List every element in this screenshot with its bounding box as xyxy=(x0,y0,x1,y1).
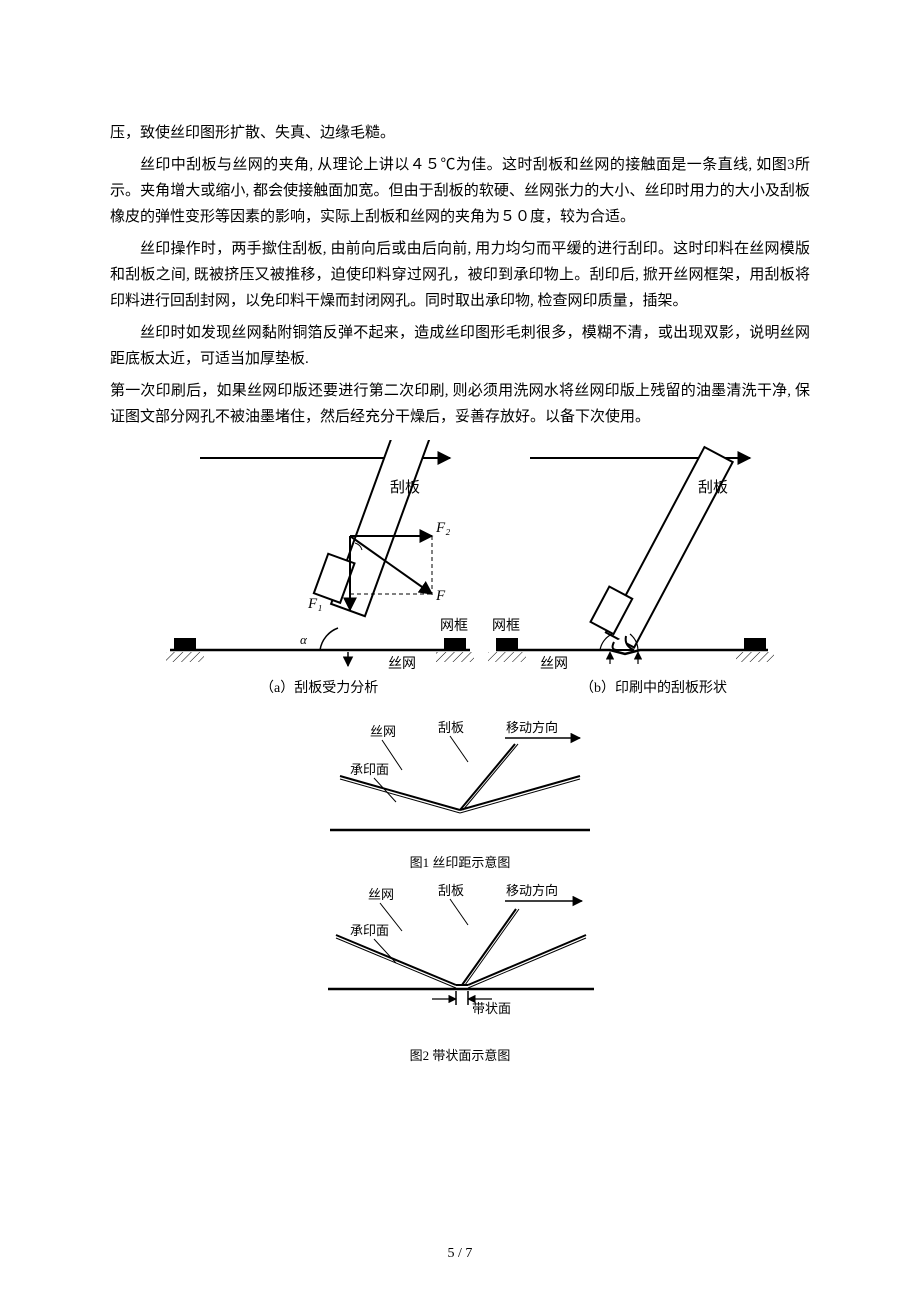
fig2-label-guaban: 刮板 xyxy=(438,720,464,735)
fig1-label-f1: F₁ xyxy=(307,596,322,612)
fig1-label-guaban-a: 刮板 xyxy=(390,478,420,496)
fig2-label-chengyin: 承印面 xyxy=(350,762,389,777)
fig1-label-wangkuang-b: 网框 xyxy=(492,618,520,634)
fig2-label-siwang: 丝网 xyxy=(370,724,396,739)
figure-3: 丝网 刮板 移动方向 承印面 带状面 xyxy=(310,881,610,1041)
figures-container: 刮板 F F₂ F₁ α xyxy=(110,440,810,1064)
fig1-label-siwang-a: 丝网 xyxy=(388,656,416,672)
para-4: 丝印时如发现丝网黏附铜箔反弹不起来，造成丝印图形毛刺很多，模糊不清，或出现双影，… xyxy=(110,320,810,372)
fig3-label-yidong: 移动方向 xyxy=(506,883,558,898)
fig1-label-siwang-b: 丝网 xyxy=(540,656,568,672)
fig3-label-siwang: 丝网 xyxy=(368,887,394,902)
para-3: 丝印操作时，两手撳住刮板, 由前向后或由后向前, 用力均匀而平缓的进行刮印。这时… xyxy=(110,236,810,314)
fig1-label-guaban-b: 刮板 xyxy=(698,478,728,496)
fig3-label-chengyin: 承印面 xyxy=(350,923,389,938)
fig1-caption-a: （a）刮板受力分析 xyxy=(260,680,378,696)
fig1-label-f: F xyxy=(435,588,446,604)
para-1: 压，致使丝印图形扩散、失真、边缘毛糙。 xyxy=(110,120,810,146)
fig3-label-daizhuang: 带状面 xyxy=(472,1001,511,1016)
figure-3-caption: 图2 带状面示意图 xyxy=(110,1045,810,1064)
figure-2: 丝网 刮板 移动方向 承印面 xyxy=(310,718,610,848)
page-number: 5 / 7 xyxy=(0,1246,920,1262)
fig3-label-guaban: 刮板 xyxy=(438,883,464,898)
fig1-label-f2: F₂ xyxy=(435,520,450,536)
figure-2-caption: 图1 丝印距示意图 xyxy=(110,852,810,871)
svg-text:α: α xyxy=(300,632,308,647)
para-2: 丝印中刮板与丝网的夹角, 从理论上讲以４５℃为佳。这时刮板和丝网的接触面是一条直… xyxy=(110,152,810,230)
fig1-caption-b: （b）印刷中的刮板形状 xyxy=(580,680,727,696)
figure-1: 刮板 F F₂ F₁ α xyxy=(140,440,780,710)
fig1-label-wangkuang-a: 网框 xyxy=(440,618,468,634)
fig2-label-yidong: 移动方向 xyxy=(506,720,558,735)
para-5: 第一次印刷后，如果丝网印版还要进行第二次印刷, 则必须用洗网水将丝网印版上残留的… xyxy=(110,378,810,430)
